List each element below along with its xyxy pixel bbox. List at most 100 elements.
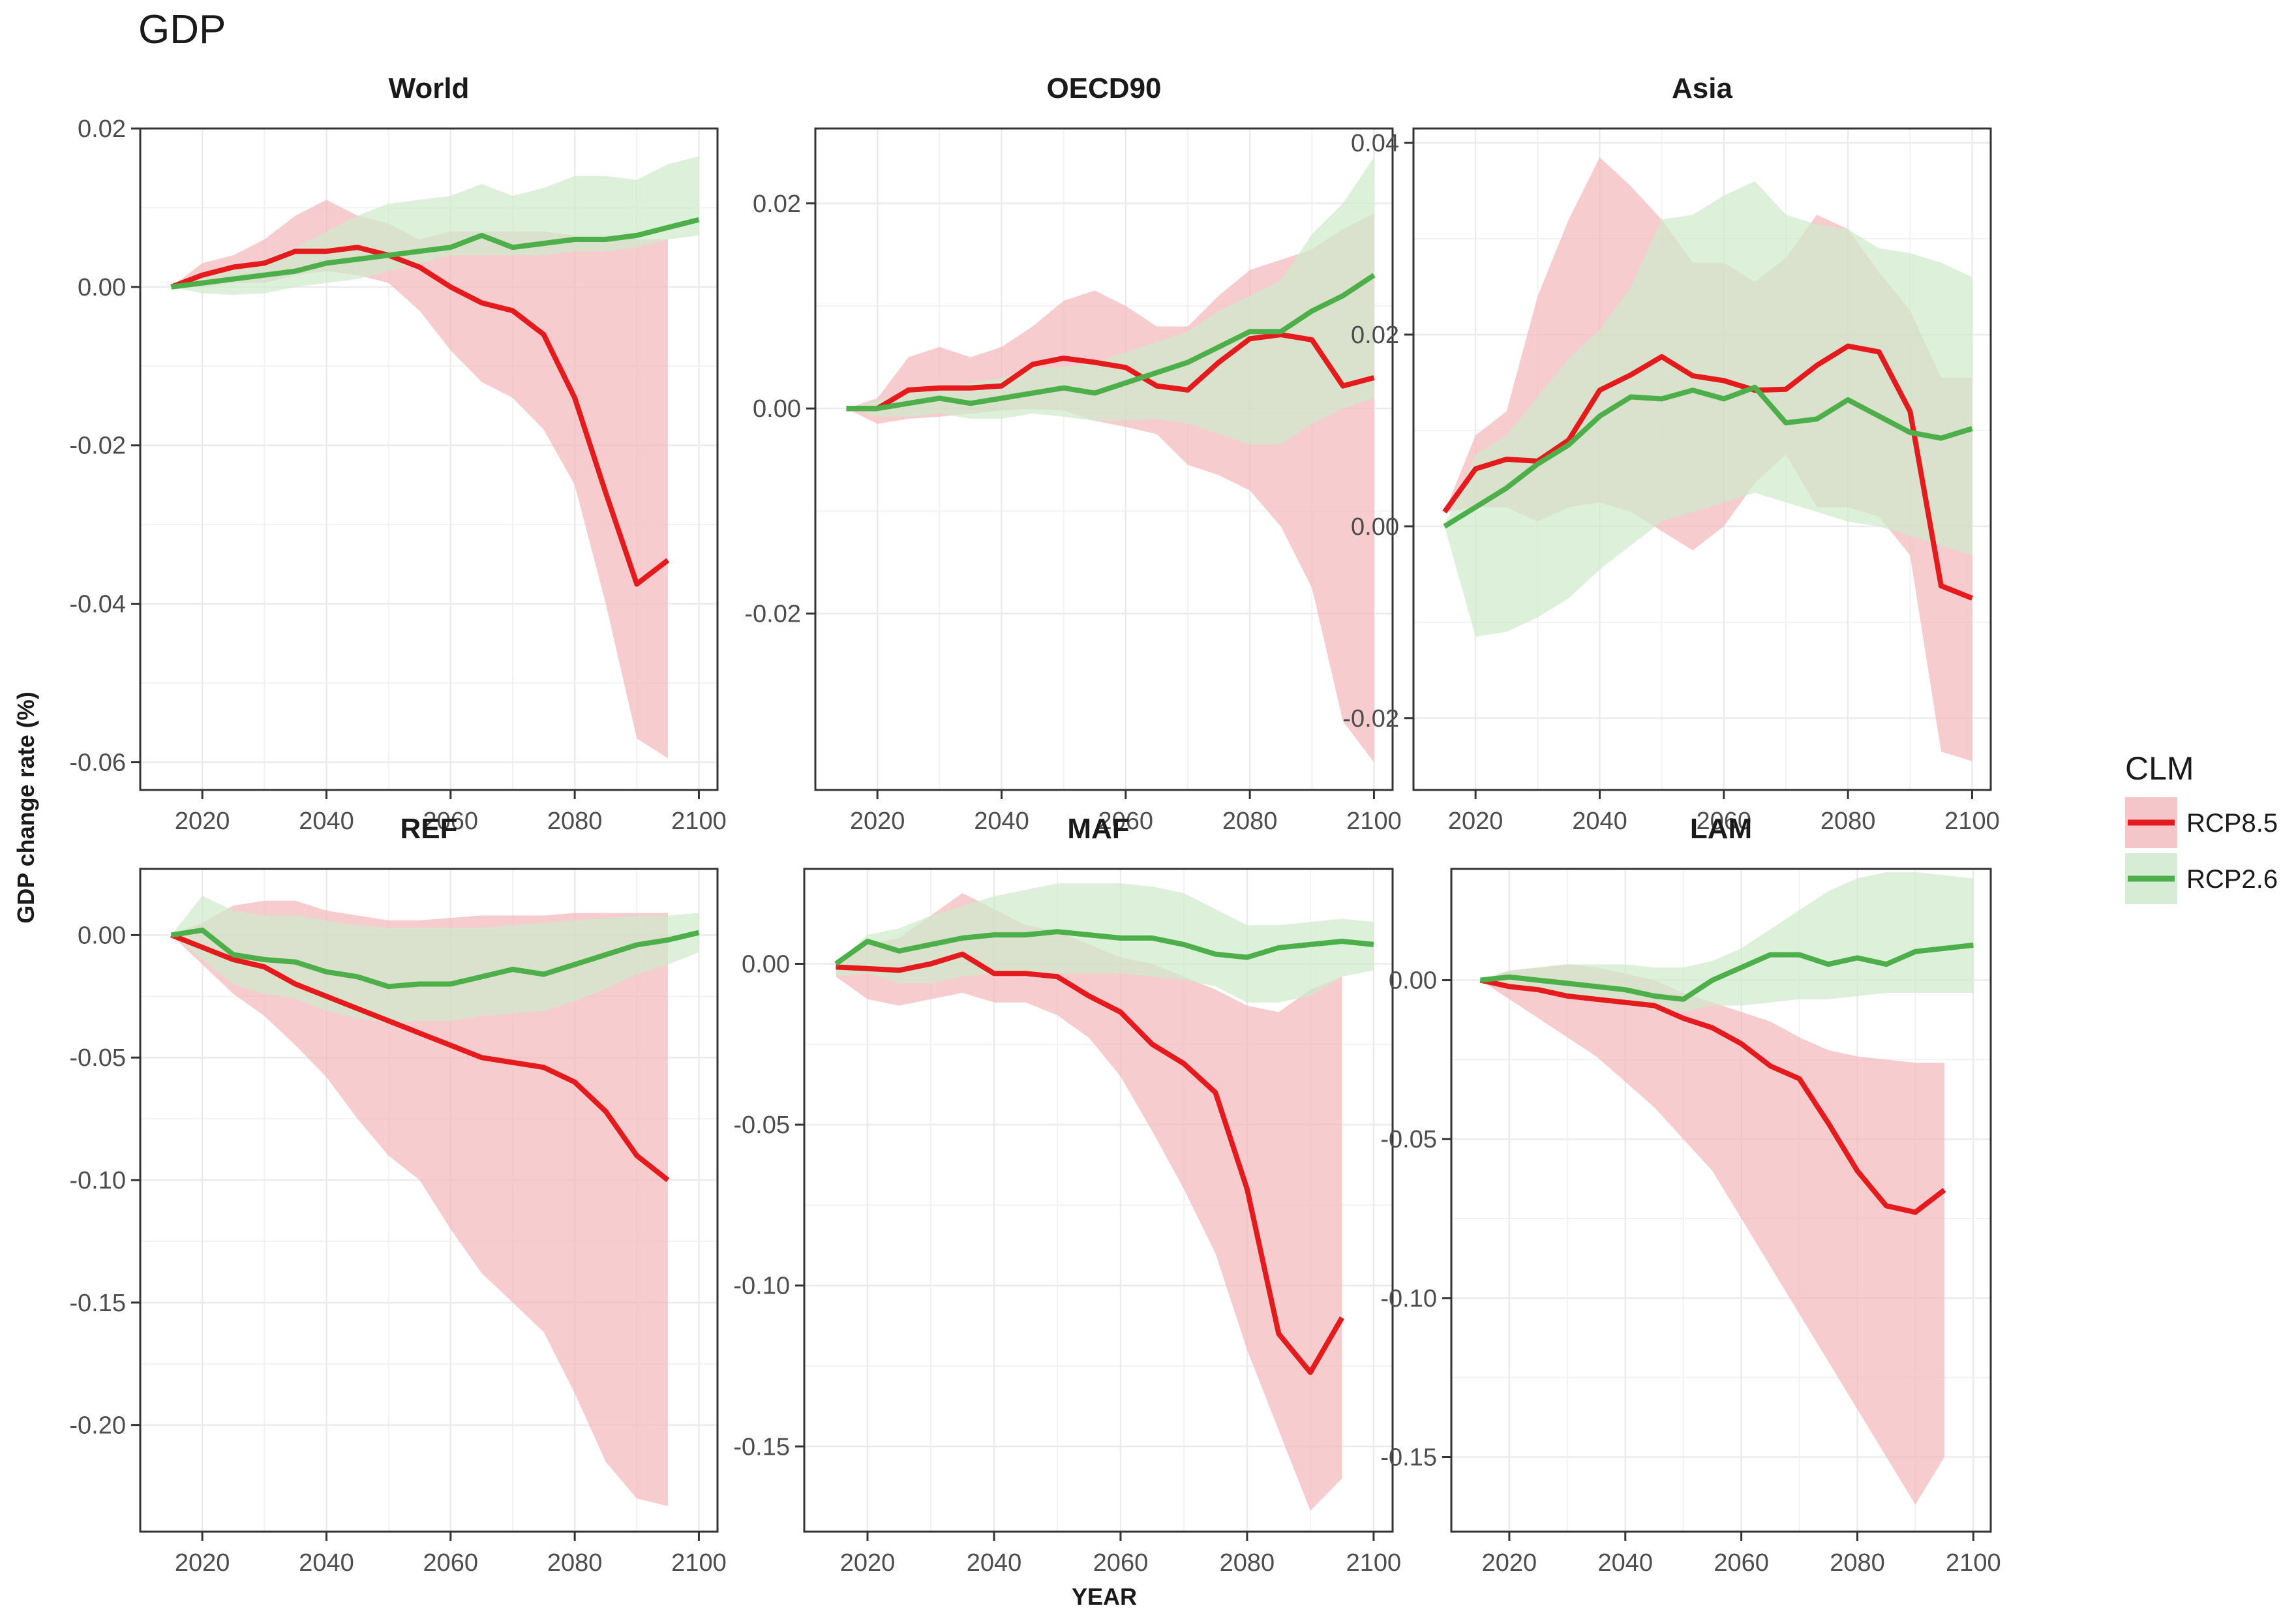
y-tick-label: 0.02 [78,115,126,143]
y-tick-label: -0.05 [1380,1126,1437,1153]
facet-panels: World 2020 2040 2060 2080 2100 0.02 0.00 -0.02 -0… [69,72,2001,1577]
panel-border [1450,868,1992,1533]
legend-label-rcp85: RCP8.5 [2186,809,2278,838]
x-tick-label: 2020 [840,1549,896,1577]
panel-title-maf: MAF [1067,813,1129,845]
ribbon-rcp26 [171,896,699,1024]
y-tick-label: -0.10 [1380,1285,1437,1312]
panel-lam: LAM 2020 2040 2060 2080 2100 0.00 -0.05 -0.10 -0.… [1380,813,2001,1577]
y-tick-label: -0.05 [733,1112,790,1139]
legend: CLM RCP8.5 RCP2.6 [2125,750,2278,904]
x-tick-label: 2060 [423,1549,479,1577]
x-tick-label: 2020 [175,1549,230,1577]
x-tick-label: 2100 [671,1549,727,1577]
x-tick-label: 2020 [175,808,230,835]
x-tick-label: 2040 [1572,808,1627,835]
y-tick-label: 0.00 [1389,967,1437,995]
x-tick-label: 2100 [671,808,727,835]
panel-border [1412,127,1992,791]
y-tick-label: 0.00 [742,950,790,978]
panel-maf: MAF 2020 2040 2060 2080 2100 0.00 -0.05 -0.10 -0.… [733,813,1401,1577]
y-tick-label: -0.06 [69,749,126,776]
y-tick-label: -0.15 [1380,1444,1437,1471]
legend-label-rcp26: RCP2.6 [2186,865,2278,894]
series-line-rcp85 [836,951,1344,1375]
x-tick-label: 2060 [1093,1549,1149,1577]
panel-title-world: World [389,72,470,104]
ribbon-rcp26 [846,157,1374,445]
series-line-rcp85 [170,245,670,587]
x-tick-label: 2100 [1346,1549,1402,1577]
x-tick-label: 2040 [1598,1549,1654,1577]
x-tick-label: 2100 [1946,1549,2001,1577]
ribbon-rcp26 [1480,872,1974,1012]
x-tick-label: 2040 [967,1549,1022,1577]
y-tick-label: 0.02 [753,190,801,218]
series-line-rcp85 [1442,343,1973,601]
y-tick-label: -0.20 [69,1412,126,1440]
x-tick-label: 2040 [299,808,354,835]
y-tick-label: -0.02 [744,601,801,628]
series-line-rcp26 [1443,384,1973,529]
ribbon-rcp85 [836,893,1342,1511]
panel-title-ref: REF [400,813,458,845]
x-tick-label: 2060 [423,808,479,835]
x-tick-label: 2060 [1098,808,1154,835]
legend-title: CLM [2125,750,2194,787]
y-tick-label: -0.04 [69,591,126,618]
x-tick-label: 2060 [1714,1549,1769,1577]
y-tick-label: -0.10 [733,1273,790,1300]
y-tick-label: 0.04 [1351,130,1399,157]
x-tick-label: 2080 [1222,808,1278,835]
x-tick-label: 2100 [1346,808,1402,835]
y-tick-label: -0.02 [69,432,126,460]
x-tick-label: 2020 [1482,1549,1537,1577]
y-tick-label: 0.02 [1351,322,1399,349]
figure-title: GDP [138,7,226,52]
series-line-rcp26 [170,927,700,990]
x-tick-label: 2040 [974,808,1029,835]
panel-world: World 2020 2040 2060 2080 2100 0.02 0.00 -0.02 -0… [69,72,726,835]
series-line-rcp26 [846,273,1376,412]
series-line-rcp26 [171,217,700,290]
x-tick-label: 2080 [1830,1549,1885,1577]
y-tick-label: 0.00 [1351,513,1399,541]
series-line-rcp85 [846,332,1375,412]
series-line-rcp26 [834,929,1374,966]
panel-border [803,868,1394,1533]
panel-asia: Asia 2020 2040 2060 2080 2100 0.04 0.02 0.00 -0.0… [1342,72,1999,835]
ribbon-rcp26 [1444,181,1972,637]
series-line-rcp26 [1480,942,1974,1002]
y-tick-label: 0.00 [753,395,801,423]
ribbon-rcp26 [836,883,1374,1003]
panel-title-lam: LAM [1690,813,1752,845]
x-tick-label: 2100 [1944,808,2000,835]
panel-title-oecd90: OECD90 [1046,72,1161,104]
x-tick-label: 2080 [547,1549,603,1577]
y-axis-title: GDP change rate (%) [12,691,39,923]
panel-border [139,868,719,1533]
x-tick-label: 2080 [547,808,603,835]
panel-oecd90: OECD90 2020 2040 2060 2080 2100 0.02 0.00 -0.02 [744,72,1401,835]
ribbon-rcp85 [171,900,668,1506]
x-tick-label: 2020 [850,808,905,835]
y-tick-label: -0.15 [733,1433,790,1461]
x-tick-label: 2080 [1220,1549,1275,1577]
ribbon-rcp26 [171,156,699,295]
panel-border [139,127,719,791]
panel-border [814,127,1394,791]
x-tick-label: 2020 [1448,808,1503,835]
series-line-rcp85 [170,932,670,1183]
x-tick-label: 2060 [1697,808,1752,835]
y-tick-label: -0.02 [1342,705,1399,733]
x-tick-label: 2040 [299,1549,354,1577]
panel-ref: REF 2020 2040 2060 2080 2100 0.00 -0.05 -0.10 -0.… [69,813,726,1577]
x-axis-title: YEAR [1072,1583,1137,1610]
y-tick-label: -0.05 [69,1044,126,1072]
y-tick-label: -0.15 [69,1290,126,1317]
x-tick-label: 2080 [1820,808,1876,835]
y-tick-label: 0.00 [78,922,126,949]
y-tick-label: -0.10 [69,1167,126,1194]
y-tick-label: 0.00 [78,274,126,301]
